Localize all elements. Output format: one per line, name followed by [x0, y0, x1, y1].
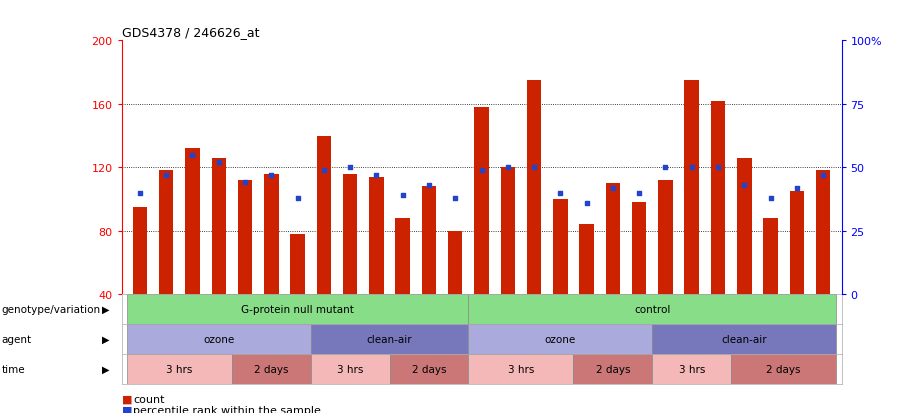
Bar	[685, 81, 699, 294]
Bar	[580, 225, 594, 294]
Bar	[468, 354, 573, 384]
Bar	[232, 354, 310, 384]
Text: 3 hrs: 3 hrs	[166, 364, 193, 374]
Point	[554, 190, 568, 197]
Bar	[474, 108, 489, 294]
Bar	[264, 174, 278, 294]
Bar	[238, 180, 252, 294]
Point	[763, 195, 778, 202]
Bar	[468, 324, 652, 354]
Bar	[395, 218, 410, 294]
Bar	[737, 158, 751, 294]
Text: count: count	[133, 394, 165, 404]
Bar	[500, 168, 515, 294]
Text: ▶: ▶	[103, 304, 110, 314]
Text: percentile rank within the sample: percentile rank within the sample	[133, 405, 321, 413]
Point	[711, 164, 725, 171]
Point	[264, 172, 278, 179]
Text: 3 hrs: 3 hrs	[679, 364, 705, 374]
Bar	[291, 234, 305, 294]
Bar	[468, 294, 836, 324]
Text: agent: agent	[2, 334, 32, 344]
Bar	[763, 218, 778, 294]
Point	[422, 182, 436, 189]
Bar	[606, 184, 620, 294]
Text: time: time	[2, 364, 25, 374]
Text: ozone: ozone	[203, 334, 234, 344]
Bar	[526, 81, 541, 294]
Text: 3 hrs: 3 hrs	[508, 364, 534, 374]
Text: clean-air: clean-air	[722, 334, 767, 344]
Bar	[711, 102, 725, 294]
Text: ■: ■	[122, 394, 132, 404]
Point	[580, 200, 594, 206]
Bar	[127, 354, 232, 384]
Point	[291, 195, 305, 202]
Bar	[159, 171, 174, 294]
Text: clean-air: clean-air	[366, 334, 412, 344]
Text: ■: ■	[122, 405, 132, 413]
Text: 2 days: 2 days	[411, 364, 446, 374]
Bar	[789, 192, 804, 294]
Bar	[132, 207, 147, 294]
Point	[132, 190, 147, 197]
Point	[395, 192, 410, 199]
Point	[474, 167, 489, 174]
Point	[658, 164, 672, 171]
Bar	[658, 180, 672, 294]
Bar	[731, 354, 836, 384]
Text: 2 days: 2 days	[767, 364, 801, 374]
Text: ▶: ▶	[103, 334, 110, 344]
Point	[632, 190, 646, 197]
Bar	[652, 324, 836, 354]
Bar	[317, 136, 331, 294]
Text: GDS4378 / 246626_at: GDS4378 / 246626_at	[122, 26, 259, 39]
Point	[343, 164, 357, 171]
Point	[185, 152, 200, 159]
Bar	[310, 354, 390, 384]
Text: genotype/variation: genotype/variation	[2, 304, 101, 314]
Bar	[554, 199, 568, 294]
Point	[737, 182, 751, 189]
Point	[526, 164, 541, 171]
Point	[159, 172, 174, 179]
Text: 2 days: 2 days	[254, 364, 289, 374]
Bar	[390, 354, 468, 384]
Bar	[573, 354, 652, 384]
Point	[369, 172, 383, 179]
Text: 3 hrs: 3 hrs	[337, 364, 364, 374]
Text: 2 days: 2 days	[596, 364, 630, 374]
Bar	[127, 294, 468, 324]
Point	[816, 172, 831, 179]
Bar	[343, 174, 357, 294]
Point	[317, 167, 331, 174]
Point	[500, 164, 515, 171]
Point	[606, 185, 620, 191]
Point	[448, 195, 463, 202]
Bar	[448, 231, 463, 294]
Bar	[632, 203, 646, 294]
Text: ozone: ozone	[544, 334, 576, 344]
Bar	[310, 324, 468, 354]
Text: control: control	[634, 304, 670, 314]
Point	[238, 180, 252, 186]
Bar	[185, 149, 200, 294]
Bar	[212, 158, 226, 294]
Point	[685, 164, 699, 171]
Bar	[127, 324, 310, 354]
Point	[789, 185, 804, 191]
Bar	[369, 177, 383, 294]
Text: ▶: ▶	[103, 364, 110, 374]
Bar	[652, 354, 731, 384]
Bar	[422, 187, 436, 294]
Bar	[816, 171, 831, 294]
Point	[212, 159, 226, 166]
Text: G-protein null mutant: G-protein null mutant	[241, 304, 354, 314]
